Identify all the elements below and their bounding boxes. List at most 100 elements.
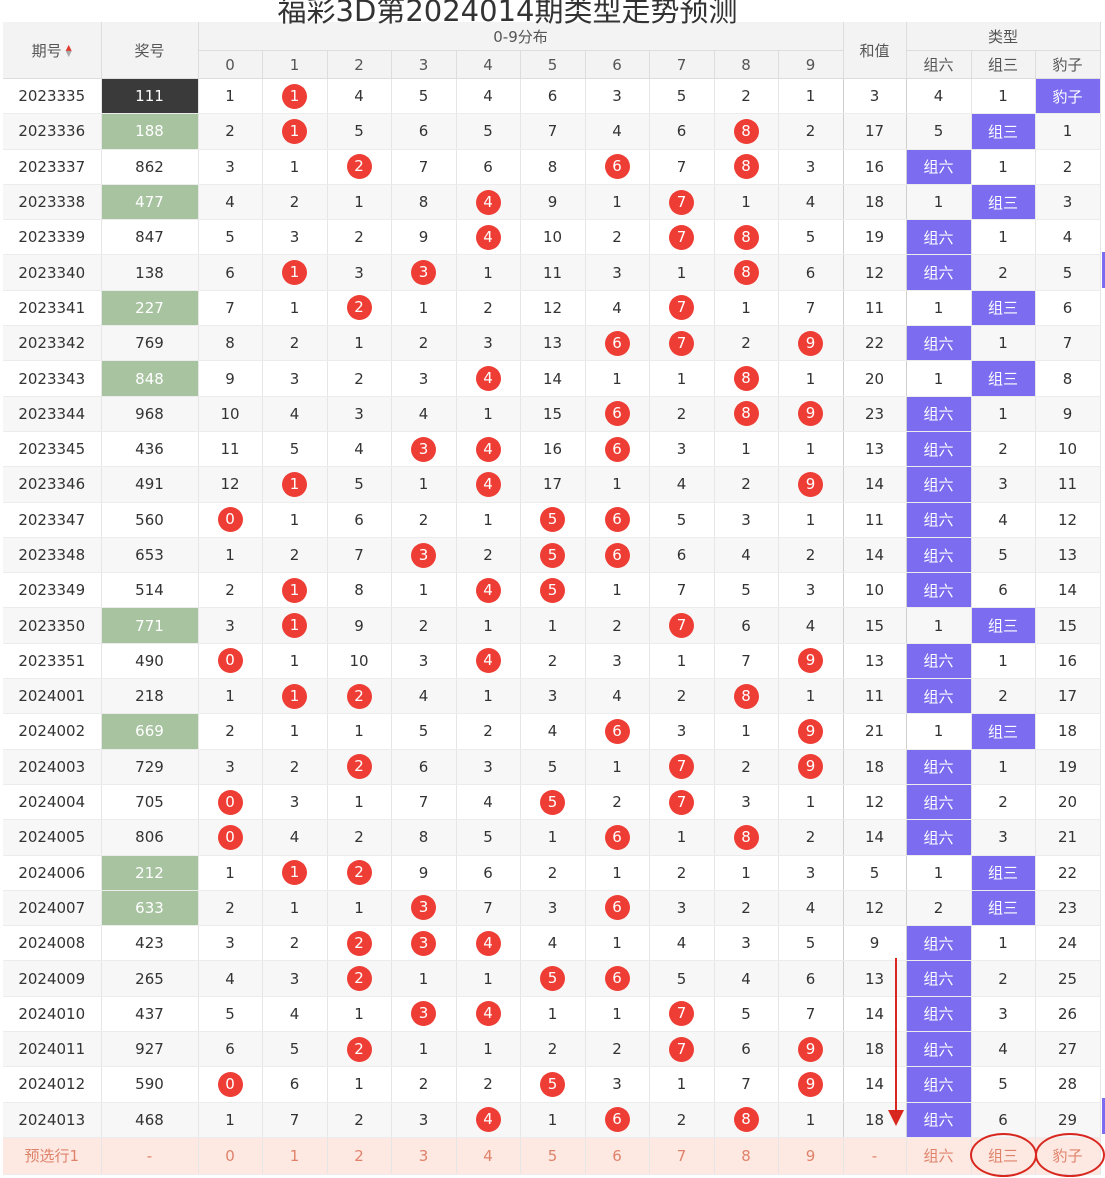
table-row: 2024006 212 1 1 2 9 6 2 1 2 1 3 5 1 组三 22 [3, 855, 1101, 891]
type-cell: 11 [1035, 466, 1101, 503]
table-row: 2023345 436 11 5 4 3 4 16 6 3 1 1 13 组六 2 10 [3, 430, 1101, 468]
digit-cell: 1 [649, 1066, 715, 1103]
digit-cell: 3 [649, 890, 715, 927]
prediction-type-option[interactable]: 豹子 [1035, 1136, 1101, 1175]
type-cell: 组六 [906, 325, 972, 362]
digit-cell: 4 [520, 713, 586, 750]
digit-cell: 3 [585, 254, 650, 291]
digit-cell: 3 [391, 643, 457, 680]
type-cell: 13 [1035, 537, 1101, 574]
hit-ball: 4 [475, 366, 501, 392]
type-cell: 29 [1035, 1102, 1101, 1138]
digit-cell: 1 [778, 430, 844, 468]
digit-cell: 6 [585, 430, 650, 468]
type-cell: 1 [1035, 113, 1101, 150]
digit-cell: 2 [585, 783, 650, 821]
issue-cell: 2023345 [3, 430, 102, 468]
digit-cell: 5 [520, 502, 586, 538]
prediction-digit-3[interactable]: 3 [391, 1136, 457, 1175]
hit-ball: 6 [604, 895, 630, 921]
type-cell: 8 [1035, 360, 1101, 397]
type-cell: 15 [1035, 607, 1101, 644]
prediction-digit-7[interactable]: 7 [649, 1136, 715, 1175]
digit-cell: 7 [520, 113, 586, 150]
digit-cell: 11 [520, 254, 586, 291]
type-cell: 2 [971, 254, 1036, 291]
digit-cell: 6 [714, 607, 779, 644]
winning-number-cell: 769 [101, 325, 199, 362]
digit-cell: 1 [778, 78, 844, 115]
digit-cell: 2 [327, 925, 392, 962]
digit-cell: 10 [520, 219, 586, 256]
type-cell: 19 [1035, 749, 1101, 785]
digit-cell: 2 [198, 113, 263, 150]
prediction-digit-5[interactable]: 5 [520, 1136, 586, 1175]
digit-cell: 1 [391, 960, 457, 997]
type-cell: 组六 [906, 537, 972, 574]
prediction-digit-9[interactable]: 9 [778, 1136, 844, 1175]
digit-cell: 5 [198, 996, 263, 1033]
hit-ball: 8 [733, 118, 759, 144]
type-cell: 14 [1035, 572, 1101, 609]
prediction-type-option[interactable]: 组三 [971, 1136, 1036, 1175]
type-cell: 组六 [906, 960, 972, 997]
type-cell: 1 [971, 219, 1036, 256]
digit-cell: 1 [649, 360, 715, 397]
prediction-digit-0[interactable]: 0 [198, 1136, 263, 1175]
digit-cell: 10 [198, 396, 263, 432]
digit-cell: 1 [778, 360, 844, 397]
winning-number-cell: 590 [101, 1066, 199, 1103]
digit-cell: 12 [520, 290, 586, 327]
sum-cell: 12 [843, 783, 907, 821]
digit-cell: 7 [327, 537, 392, 574]
hit-ball: 7 [669, 613, 694, 639]
winning-number-cell: 490 [101, 643, 199, 680]
sum-cell: 10 [843, 572, 907, 609]
digit-cell: 5 [520, 960, 586, 997]
hit-ball: 3 [411, 260, 436, 286]
type-cell: 1 [906, 184, 972, 221]
type-cell: 18 [1035, 713, 1101, 750]
digit-cell: 5 [520, 783, 586, 821]
hit-ball: 4 [475, 1107, 501, 1133]
digit-cell: 1 [714, 184, 779, 221]
hit-ball: 3 [411, 1001, 436, 1027]
hit-ball: 4 [475, 436, 501, 462]
digit-cell: 1 [714, 290, 779, 327]
prediction-row[interactable]: 预选行1-0 1 2 3 4 5 6 7 8 9- 组六 组三 豹子 [3, 1136, 1101, 1175]
digit-cell: 7 [649, 1031, 715, 1068]
issue-header[interactable]: 期号 ▲ ▼ [3, 22, 102, 79]
issue-cell: 2024011 [3, 1031, 102, 1068]
digit-cell: 4 [198, 960, 263, 997]
digit-cell: 1 [520, 996, 586, 1033]
prediction-digit-4[interactable]: 4 [456, 1136, 521, 1175]
type-cell: 组六 [906, 466, 972, 503]
page-title: 福彩3D第2024014期类型走势预测 [277, 0, 738, 28]
prediction-digit-8[interactable]: 8 [714, 1136, 779, 1175]
table-row: 2024003 729 3 2 2 6 3 5 1 7 2 9 18 组六 1 19 [3, 749, 1101, 785]
type-cell: 5 [1035, 254, 1101, 291]
digit-header-0: 0 [198, 50, 263, 79]
digit-cell: 1 [262, 254, 328, 291]
hit-ball: 2 [346, 683, 372, 709]
prediction-digit-6[interactable]: 6 [585, 1136, 650, 1175]
type-cell: 组六 [906, 502, 972, 538]
digit-cell: 9 [778, 396, 844, 432]
prediction-digit-2[interactable]: 2 [327, 1136, 392, 1175]
prediction-digit-1[interactable]: 1 [262, 1136, 328, 1175]
hit-ball: 6 [604, 436, 630, 462]
table-row: 2023339 847 5 3 2 9 4 10 2 7 8 5 19 组六 1 4 [3, 219, 1101, 256]
digit-cell: 1 [262, 502, 328, 538]
winning-number-cell: 771 [101, 607, 199, 644]
issue-cell: 2024005 [3, 819, 102, 856]
sort-icon[interactable]: ▲ ▼ [65, 43, 72, 58]
hit-ball: 9 [798, 718, 823, 744]
digit-cell: 1 [585, 855, 650, 891]
digit-cell: 3 [585, 1066, 650, 1103]
digit-cell: 14 [520, 360, 586, 397]
digit-cell: 3 [778, 855, 844, 891]
type-cell: 2 [971, 960, 1036, 997]
hit-ball: 2 [346, 930, 372, 956]
prediction-type-option[interactable]: 组六 [906, 1136, 972, 1175]
sum-cell: 18 [843, 749, 907, 785]
